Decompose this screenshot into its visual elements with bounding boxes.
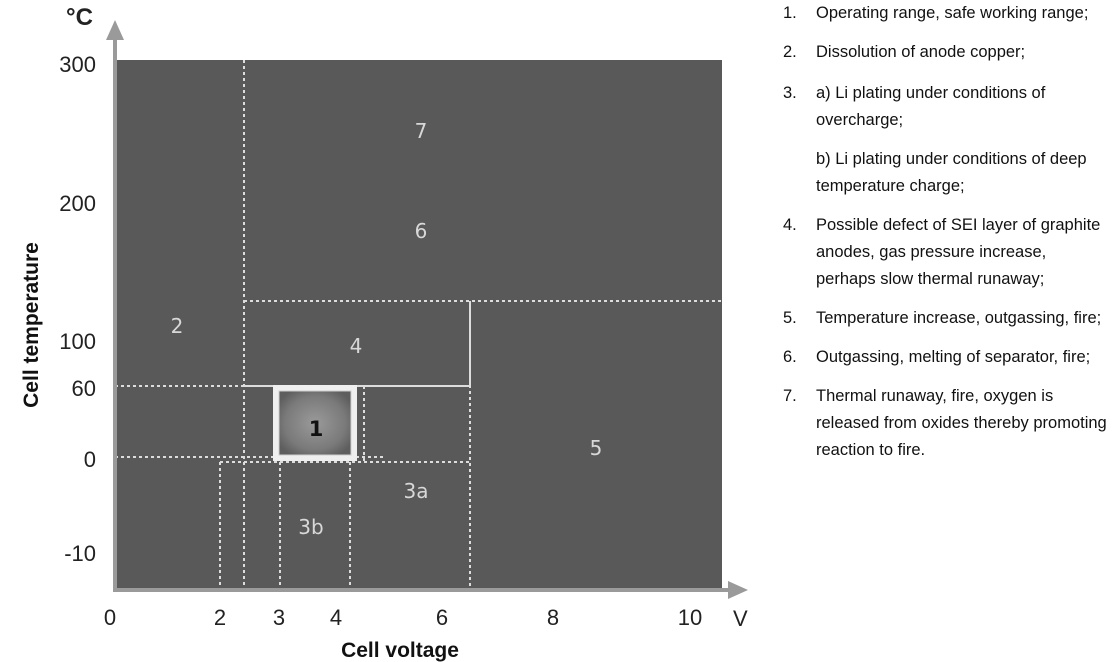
y-unit-label: °C: [66, 4, 93, 31]
x-tick-4: 4: [330, 605, 342, 630]
legend-item-1: 1. Operating range, safe working range;: [783, 4, 1089, 22]
legend-item-7-text: Thermal runaway, fire, oxygen is release…: [816, 387, 1107, 459]
x-tick-8: 8: [547, 605, 559, 630]
y-tick-300: 300: [59, 52, 96, 77]
legend-item-3-text: a) Li plating under conditions of overch…: [816, 84, 1046, 129]
region-label-5: 5: [590, 436, 603, 460]
legend-item-3: 3. a) Li plating under conditions of ove…: [778, 80, 1108, 200]
legend-item-3-sub: b) Li plating under conditions of deep t…: [816, 150, 1087, 195]
region-label-6: 6: [415, 219, 428, 243]
x-axis-arrow: [728, 581, 748, 599]
region-label-3a: 3a: [404, 479, 429, 503]
x-tick-10: 10: [678, 605, 702, 630]
y-axis-arrow: [106, 20, 124, 40]
legend-item-2: 2. Dissolution of anode copper;: [783, 43, 1026, 61]
legend-item-4: 4. Possible defect of SEI layer of graph…: [783, 216, 1101, 288]
legend-item-4-text: Possible defect of SEI layer of graphite…: [816, 216, 1101, 288]
y-tick-100: 100: [59, 329, 96, 354]
y-tick-60: 60: [72, 376, 96, 401]
y-tick-200: 200: [59, 191, 96, 216]
x-tick-6: 6: [436, 605, 448, 630]
x-tick-2: 2: [214, 605, 226, 630]
axes: [113, 38, 736, 592]
legend-item-2-text: Dissolution of anode copper;: [816, 43, 1026, 61]
y-axis-title: Cell temperature: [20, 242, 43, 408]
legend-item-5: 5. Temperature increase, outgassing, fir…: [783, 309, 1102, 327]
y-tick-0: 0: [84, 447, 96, 472]
legend-list: 1. Operating range, safe working range; …: [778, 0, 1108, 464]
y-tick-minus10: -10: [64, 541, 96, 566]
x-tick-0: 0: [104, 605, 116, 630]
region-label-1: 1: [309, 417, 324, 441]
region-label-7: 7: [415, 119, 428, 143]
legend-item-6-text: Outgassing, melting of separator, fire;: [816, 348, 1091, 366]
safety-window-diagram: 7 6 2 4 1 5 3a 3b °C V 300 200 100 60 0 …: [20, 4, 748, 662]
plot-area: [115, 60, 722, 588]
legend-item-6: 6. Outgassing, melting of separator, fir…: [783, 348, 1091, 366]
legend-item-7: 7. Thermal runaway, fire, oxygen is rele…: [783, 387, 1107, 459]
region-label-3b: 3b: [298, 515, 323, 539]
x-unit-label: V: [733, 606, 748, 631]
safe-zone: [278, 390, 352, 456]
legend-item-1-text: Operating range, safe working range;: [816, 4, 1089, 22]
region-label-2: 2: [171, 314, 184, 338]
region-label-4: 4: [350, 334, 363, 358]
x-tick-3: 3: [273, 605, 285, 630]
x-axis-title: Cell voltage: [341, 639, 459, 662]
legend-item-5-text: Temperature increase, outgassing, fire;: [816, 309, 1102, 327]
